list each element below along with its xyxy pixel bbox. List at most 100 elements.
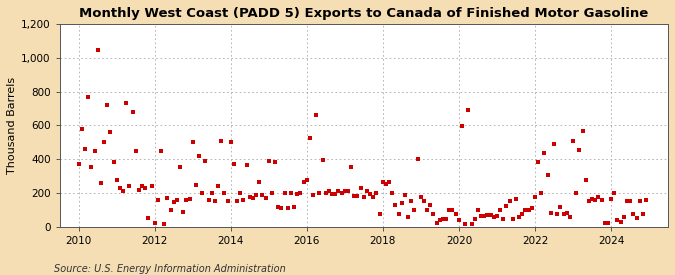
Point — [587, 197, 597, 201]
Point — [460, 221, 471, 226]
Point — [510, 197, 521, 201]
Point — [162, 196, 173, 200]
Point — [618, 215, 629, 219]
Point — [549, 142, 560, 146]
Point — [394, 212, 404, 216]
Point — [156, 149, 167, 153]
Point — [454, 218, 464, 222]
Point — [371, 191, 382, 195]
Point — [134, 188, 144, 192]
Point — [412, 157, 423, 161]
Point — [641, 198, 651, 202]
Point — [555, 205, 566, 209]
Point — [349, 194, 360, 198]
Point — [311, 113, 322, 117]
Point — [95, 181, 106, 185]
Point — [612, 218, 623, 222]
Point — [605, 197, 616, 201]
Point — [485, 213, 496, 217]
Point — [358, 194, 369, 199]
Point — [86, 165, 97, 169]
Point — [314, 191, 325, 195]
Point — [472, 208, 483, 212]
Point — [302, 177, 313, 182]
Point — [425, 203, 436, 207]
Point — [80, 147, 90, 151]
Point — [568, 139, 578, 143]
Title: Monthly West Coast (PADD 5) Exports to Canada of Finished Motor Gasoline: Monthly West Coast (PADD 5) Exports to C… — [79, 7, 649, 20]
Point — [295, 191, 306, 195]
Point — [551, 212, 562, 216]
Point — [118, 189, 129, 194]
Point — [495, 208, 506, 212]
Point — [418, 199, 429, 203]
Point — [514, 215, 524, 219]
Point — [603, 221, 614, 225]
Point — [146, 183, 157, 188]
Point — [491, 214, 502, 218]
Point — [178, 210, 189, 214]
Point — [109, 160, 119, 164]
Point — [219, 191, 230, 195]
Point — [574, 148, 585, 152]
Point — [111, 177, 122, 182]
Point — [622, 199, 632, 203]
Point — [631, 216, 642, 220]
Point — [244, 194, 255, 199]
Point — [577, 129, 588, 134]
Point — [593, 195, 604, 200]
Point — [520, 208, 531, 212]
Point — [267, 191, 277, 195]
Point — [517, 212, 528, 216]
Point — [409, 208, 420, 212]
Point — [323, 188, 334, 193]
Point — [228, 161, 239, 166]
Point — [558, 212, 569, 216]
Point — [128, 110, 138, 114]
Point — [292, 192, 303, 196]
Point — [238, 198, 249, 202]
Point — [83, 95, 94, 99]
Point — [628, 212, 639, 216]
Point — [463, 108, 474, 112]
Point — [181, 198, 192, 202]
Point — [536, 191, 547, 195]
Point — [298, 180, 309, 184]
Point — [257, 193, 268, 197]
Point — [441, 216, 452, 221]
Point — [137, 184, 148, 189]
Point — [428, 212, 439, 216]
Point — [396, 201, 407, 205]
Point — [624, 199, 635, 203]
Point — [435, 218, 446, 222]
Point — [165, 208, 176, 212]
Point — [115, 186, 126, 190]
Point — [289, 205, 300, 209]
Point — [508, 216, 518, 221]
Point — [444, 208, 455, 212]
Point — [171, 198, 182, 202]
Point — [561, 211, 572, 216]
Point — [175, 165, 186, 169]
Point — [450, 212, 461, 216]
Point — [140, 186, 151, 190]
Point — [346, 165, 357, 169]
Point — [317, 158, 328, 162]
Point — [203, 198, 214, 202]
Point — [406, 199, 417, 203]
Point — [270, 160, 281, 164]
Point — [447, 208, 458, 212]
Point — [330, 192, 341, 196]
Point — [479, 214, 490, 218]
Point — [99, 140, 109, 145]
Point — [282, 206, 293, 211]
Point — [403, 215, 414, 219]
Point — [570, 191, 581, 195]
Point — [384, 180, 395, 184]
Point — [431, 221, 442, 225]
Point — [121, 101, 132, 106]
Point — [235, 191, 246, 195]
Point — [149, 221, 160, 225]
Point — [533, 160, 543, 164]
Point — [333, 189, 344, 194]
